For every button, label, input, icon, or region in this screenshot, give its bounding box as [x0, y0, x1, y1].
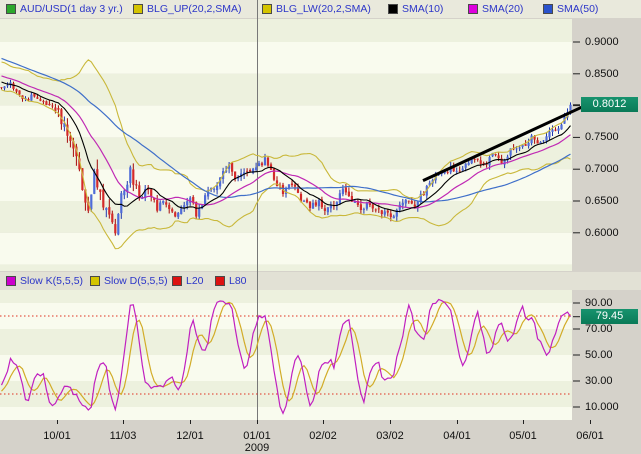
- sma50-line: [1, 57, 571, 203]
- last-price-box: 0.8012: [581, 97, 638, 113]
- stochastic-panel-bands: [0, 290, 572, 420]
- trendline-annotation[interactable]: [422, 97, 600, 182]
- mid-legend-strip: [0, 272, 641, 290]
- price-panel-bands: [0, 19, 572, 271]
- stochastic-panel: [0, 298, 572, 415]
- bollinger-upper-line: [1, 59, 571, 200]
- bollinger-lower-line: [1, 89, 571, 250]
- sma20-line: [1, 75, 571, 209]
- axis-ticks: [57, 41, 591, 424]
- candlestick-series: [0, 79, 572, 236]
- sma10-line: [1, 81, 571, 212]
- slow-k-line: [0, 298, 572, 415]
- last-stochastic-box: 79.45: [581, 309, 638, 325]
- slow-d-line: [1, 301, 572, 407]
- price-indicator-lines: [1, 57, 571, 250]
- top-legend-strip: [0, 0, 641, 18]
